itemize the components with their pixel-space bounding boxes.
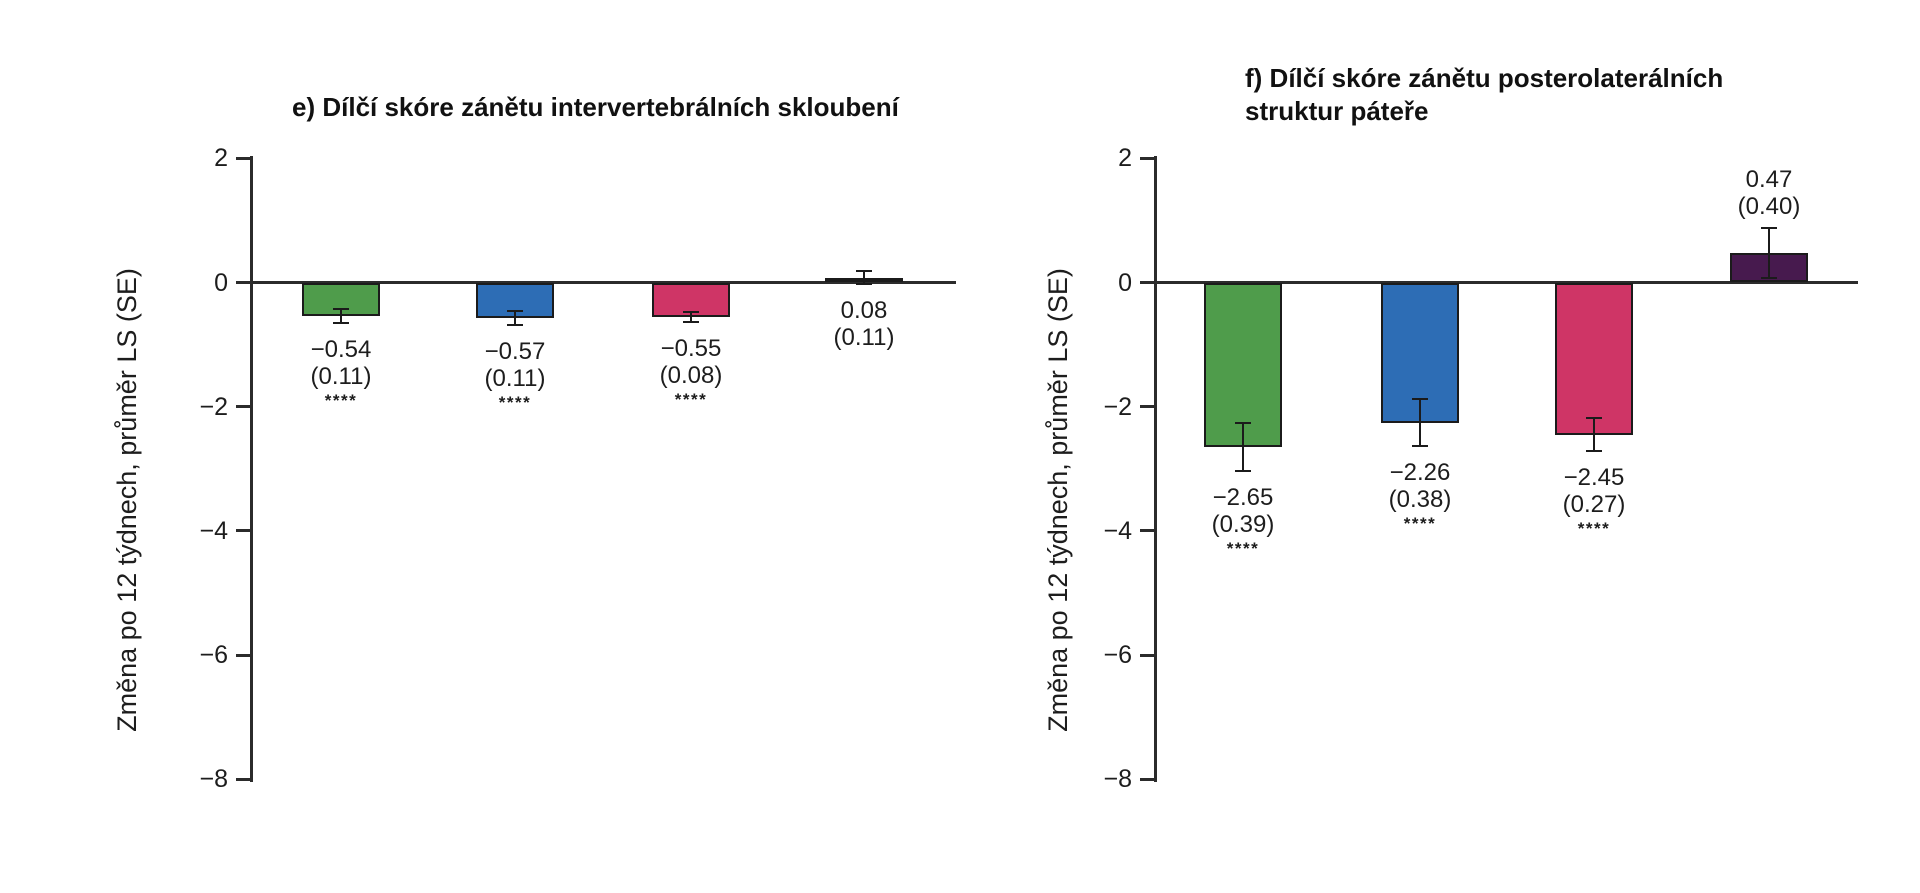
panel-e-y-axis-label: Změna po 12 týdnech, průměr LS (SE) — [112, 268, 142, 732]
error-bar-line — [863, 270, 865, 285]
y-tick-mark — [1140, 281, 1154, 284]
bar-value-text: −2.65 — [1212, 484, 1274, 512]
y-tick-label: −8 — [1103, 765, 1132, 794]
bar-value-label: −0.54 (0.11) — [271, 336, 411, 390]
y-tick-label: 0 — [214, 268, 228, 297]
bar-f-3 — [1555, 282, 1633, 435]
significance-stars: **** — [1577, 519, 1611, 539]
bar-value-label: −0.55 (0.08) — [621, 335, 761, 389]
panel-e-title: e) Dílčí skóre zánětu intervertebrálních… — [292, 91, 899, 124]
bar-value-text: −0.54 — [310, 335, 372, 363]
significance-stars: **** — [1226, 539, 1260, 559]
y-tick-mark — [1140, 777, 1154, 781]
y-tick-label: 0 — [1118, 268, 1132, 297]
panel-f-title-line: f) Dílčí skóre zánětu posterolaterálních — [1245, 63, 1724, 93]
y-tick-mark — [1140, 156, 1154, 160]
error-bar-line — [340, 309, 342, 323]
error-bar-cap-top — [1761, 227, 1777, 230]
bar-value-label: −2.65 (0.39) — [1173, 484, 1313, 538]
y-tick-label: −6 — [199, 641, 228, 670]
significance-stars: **** — [324, 390, 358, 410]
bar-se-text: (0.40) — [1737, 193, 1801, 221]
error-bar-cap-bottom — [683, 320, 699, 323]
bar-se-text: (0.11) — [833, 324, 895, 352]
y-tick-mark — [236, 653, 250, 657]
bar-value-text: 0.08 — [840, 297, 888, 325]
significance-stars: **** — [674, 389, 708, 409]
bar-value-text: −0.57 — [484, 337, 546, 365]
bar-f-1 — [1204, 282, 1282, 448]
y-tick-mark — [236, 529, 250, 533]
y-tick-label: −8 — [199, 765, 228, 794]
y-tick-mark — [236, 156, 250, 160]
significance-stars: **** — [498, 392, 532, 412]
error-bar-cap-bottom — [1412, 445, 1428, 448]
significance-stars: **** — [1403, 514, 1437, 534]
y-tick-label: −4 — [1103, 516, 1132, 545]
y-tick-label: −2 — [199, 392, 228, 421]
error-bar-line — [1593, 417, 1595, 452]
panel-e-title-line: e) Dílčí skóre zánětu intervertebrálních… — [292, 92, 899, 122]
y-tick-mark — [236, 405, 250, 409]
y-tick-mark — [1140, 405, 1154, 409]
y-tick-label: 2 — [214, 144, 228, 173]
y-tick-label: 2 — [1118, 144, 1132, 173]
error-bar-line — [1768, 228, 1770, 279]
bar-se-text: (0.08) — [659, 361, 723, 389]
bar-se-text: (0.38) — [1388, 486, 1452, 514]
y-tick-label: −6 — [1103, 641, 1132, 670]
y-axis-line — [1154, 156, 1157, 783]
y-tick-label: −4 — [199, 516, 228, 545]
error-bar-cap-bottom — [1761, 277, 1777, 280]
bar-value-text: −0.55 — [660, 334, 722, 362]
error-bar-cap-top — [1412, 398, 1428, 401]
bar-se-text: (0.39) — [1211, 511, 1275, 539]
bar-value-text: −2.45 — [1563, 464, 1625, 492]
bar-value-label: 0.47 (0.40) — [1699, 166, 1839, 220]
error-bar-cap-bottom — [507, 323, 523, 326]
y-tick-mark — [1140, 529, 1154, 533]
error-bar-cap-bottom — [1235, 470, 1251, 473]
bar-e-3 — [652, 282, 730, 317]
error-bar-cap-bottom — [333, 321, 349, 324]
error-bar-cap-bottom — [856, 283, 872, 286]
error-bar-cap-top — [856, 269, 872, 272]
bar-se-text: (0.27) — [1562, 491, 1626, 519]
bar-value-label: −0.57 (0.11) — [445, 338, 585, 392]
error-bar-cap-top — [1586, 416, 1602, 419]
bar-se-text: (0.11) — [484, 364, 546, 392]
error-bar-cap-top — [507, 310, 523, 313]
zero-baseline — [1157, 281, 1858, 284]
panel-f-title-line: struktur páteře — [1245, 96, 1429, 126]
error-bar-line — [514, 311, 516, 325]
bar-value-label: 0.08 (0.11) — [794, 297, 934, 351]
y-tick-label: −2 — [1103, 392, 1132, 421]
error-bar-line — [1242, 422, 1244, 472]
bar-value-text: 0.47 — [1745, 166, 1793, 194]
bar-se-text: (0.11) — [310, 362, 372, 390]
error-bar-line — [690, 311, 692, 322]
bar-value-text: −2.26 — [1389, 459, 1451, 487]
y-axis-line — [250, 156, 253, 783]
error-bar-cap-top — [333, 308, 349, 311]
panel-f-title: f) Dílčí skóre zánětu posterolaterálních… — [1245, 62, 1723, 128]
error-bar-cap-top — [683, 310, 699, 313]
bar-value-label: −2.45 (0.27) — [1524, 464, 1664, 518]
y-tick-mark — [236, 777, 250, 781]
zero-baseline — [253, 281, 956, 284]
error-bar-line — [1419, 399, 1421, 447]
bar-value-label: −2.26 (0.38) — [1350, 459, 1490, 513]
y-tick-mark — [236, 281, 250, 284]
error-bar-cap-top — [1235, 421, 1251, 424]
y-tick-mark — [1140, 653, 1154, 657]
error-bar-cap-bottom — [1586, 450, 1602, 453]
